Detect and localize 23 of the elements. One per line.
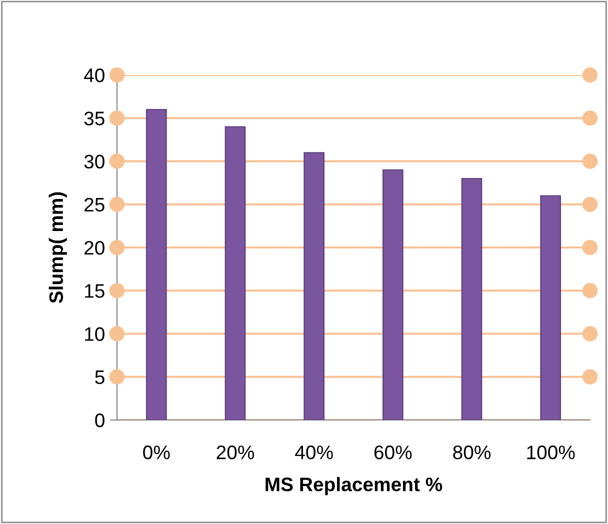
x-axis-title: MS Replacement % <box>266 477 442 496</box>
y-tick-label: 30 <box>84 154 104 168</box>
y-tick-label: 0 <box>95 413 104 428</box>
x-tick-label: 0% <box>143 446 170 460</box>
bar <box>146 108 167 420</box>
bar <box>382 169 404 420</box>
y-tick-label: 10 <box>85 327 104 341</box>
y-tick-label: 25 <box>84 198 104 212</box>
x-tick-label: 20% <box>216 446 254 460</box>
y-tick-label: 5 <box>95 370 104 384</box>
y-tick-label: 35 <box>84 112 104 126</box>
x-tick-label: 100% <box>527 446 575 460</box>
x-tick-label: 80% <box>453 446 491 460</box>
x-tick-label: 40% <box>295 446 333 460</box>
y-tick-label: 15 <box>85 284 104 298</box>
y-tick-label: 20 <box>84 240 104 255</box>
y-tick-label: 40 <box>84 68 104 82</box>
bar <box>224 126 246 420</box>
bar <box>461 178 482 420</box>
bar <box>304 152 324 420</box>
x-tick-label: 60% <box>374 446 412 460</box>
bar <box>540 195 561 420</box>
y-axis-title: Slump( mm) <box>48 192 67 304</box>
